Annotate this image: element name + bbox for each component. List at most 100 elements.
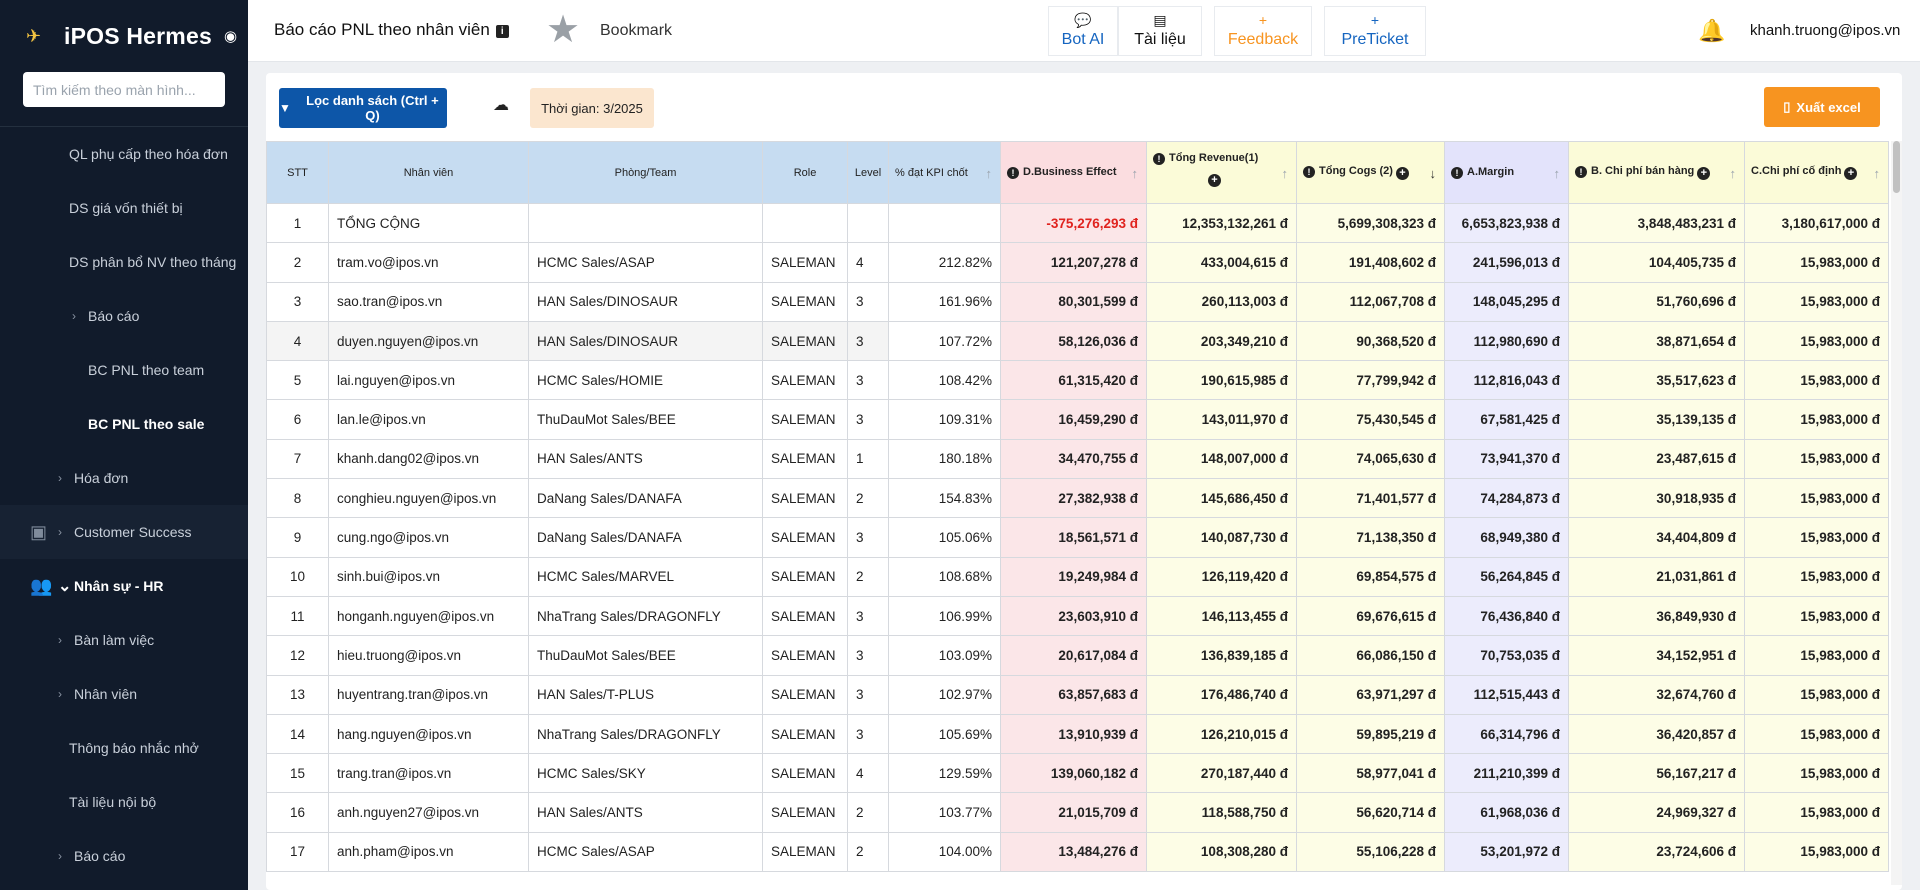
- table-row[interactable]: 10 sinh.bui@ipos.vn HCMC Sales/MARVEL SALEM…: [266, 556, 1889, 597]
- table-row[interactable]: 9 cung.ngo@ipos.vn DaNang Sales/DANAFA SALE…: [266, 517, 1889, 558]
- cell-employee: honganh.nguyen@ipos.vn: [328, 595, 529, 637]
- cell-selling-cost: 3,848,483,231 đ: [1568, 202, 1745, 244]
- col-header-revenue[interactable]: ! Tổng Revenue(1) + ↑: [1146, 141, 1297, 204]
- feedback-button[interactable]: + Feedback: [1214, 6, 1312, 56]
- table-row[interactable]: 12 hieu.truong@ipos.vn ThuDauMot Sales/BEE…: [266, 635, 1889, 676]
- export-excel-button[interactable]: ▯ Xuất excel: [1764, 87, 1880, 127]
- col-header-fixed-cost[interactable]: C.Chi phí cố định + ↑: [1744, 141, 1889, 204]
- cell-team: ThuDauMot Sales/BEE: [528, 399, 763, 440]
- brand[interactable]: ✈ iPOS Hermes ◉: [0, 0, 248, 72]
- target-icon[interactable]: ◉: [223, 28, 238, 45]
- sidebar-item[interactable]: › ▣ Customer Success: [0, 505, 248, 559]
- sidebar-item[interactable]: DS phân bổ NV theo tháng: [0, 235, 248, 289]
- col-header-cogs[interactable]: ! Tổng Cogs (2) + ↓: [1296, 141, 1445, 204]
- col-header-kpi[interactable]: % đạt KPI chốt ↑: [888, 141, 1001, 204]
- expand-plus-icon[interactable]: +: [1395, 167, 1409, 180]
- table-row[interactable]: 11 honganh.nguyen@ipos.vn NhaTrang Sales/D…: [266, 595, 1889, 637]
- col-header-business-effect[interactable]: ! D.Business Effect ↑: [1000, 141, 1147, 204]
- sort-down-icon[interactable]: ↓: [1429, 166, 1437, 181]
- sidebar-item[interactable]: › Báo cáo: [0, 829, 248, 883]
- sort-up-icon[interactable]: ↑: [1131, 166, 1139, 181]
- sort-up-icon[interactable]: ↑: [1553, 166, 1561, 181]
- chevron-right-icon[interactable]: ›: [58, 687, 62, 701]
- table-row[interactable]: 3 sao.tran@ipos.vn HAN Sales/DINOSAUR SALEM…: [266, 281, 1889, 322]
- info-icon[interactable]: !: [1575, 166, 1587, 178]
- cell-business-effect: 139,060,182 đ: [1000, 753, 1147, 794]
- chevron-right-icon[interactable]: ›: [58, 471, 62, 485]
- sidebar-item[interactable]: QL phụ cấp theo hóa đơn: [0, 127, 248, 181]
- cell-margin: 66,314,796 đ: [1444, 713, 1569, 755]
- sort-up-icon[interactable]: ↑: [1281, 166, 1289, 181]
- table-row[interactable]: 4 duyen.nguyen@ipos.vn HAN Sales/DINOSAUR S…: [266, 320, 1889, 362]
- col-header-margin[interactable]: ! A.Margin ↑: [1444, 141, 1569, 204]
- info-icon[interactable]: !: [1007, 167, 1019, 179]
- docs-button[interactable]: ▤ Tài liệu: [1118, 6, 1202, 56]
- chevron-right-icon[interactable]: ›: [72, 309, 76, 323]
- chevron-right-icon[interactable]: ›: [58, 525, 62, 539]
- sidebar-search-input[interactable]: [23, 72, 225, 107]
- star-icon[interactable]: ★: [546, 9, 581, 51]
- cloud-download-icon[interactable]: ☁: [493, 97, 509, 114]
- cell-stt: 5: [266, 360, 329, 401]
- time-badge[interactable]: Thời gian: 3/2025: [530, 88, 654, 128]
- info-icon[interactable]: !: [1153, 153, 1165, 165]
- table-row[interactable]: 6 lan.le@ipos.vn ThuDauMot Sales/BEE SALEMA…: [266, 399, 1889, 440]
- rocket-logo-icon: ✈: [26, 26, 42, 46]
- col-header-ccp-label: C.Chi phí cố định: [1751, 165, 1842, 177]
- scrollbar-thumb[interactable]: [1893, 141, 1900, 193]
- filter-button[interactable]: ▼ Lọc danh sách (Ctrl + Q): [279, 88, 447, 128]
- table-row[interactable]: 5 lai.nguyen@ipos.vn HCMC Sales/HOMIE SALEM…: [266, 360, 1889, 401]
- cell-margin: 112,816,043 đ: [1444, 360, 1569, 401]
- expand-plus-icon[interactable]: +: [1697, 167, 1711, 180]
- cell-level: 3: [847, 595, 889, 637]
- cell-fixed-cost: 15,983,000 đ: [1744, 713, 1889, 755]
- cell-role: SALEMAN: [762, 831, 848, 873]
- chevron-right-icon[interactable]: ›: [58, 633, 62, 647]
- expand-plus-icon[interactable]: +: [1844, 167, 1858, 180]
- sidebar-item[interactable]: BC PNL theo sale: [0, 397, 248, 451]
- sort-up-icon[interactable]: ↑: [1729, 166, 1737, 181]
- sidebar-item[interactable]: Tài liệu nội bộ: [0, 775, 248, 829]
- sidebar-item[interactable]: › Hóa đơn: [0, 451, 248, 505]
- cell-team: NhaTrang Sales/DRAGONFLY: [528, 595, 763, 637]
- table-row[interactable]: 13 huyentrang.tran@ipos.vn HAN Sales/T-PLU…: [266, 674, 1889, 715]
- table-row[interactable]: 15 trang.tran@ipos.vn HCMC Sales/SKY SALEMA…: [266, 753, 1889, 794]
- vertical-scrollbar[interactable]: [1891, 141, 1902, 885]
- sort-up-icon[interactable]: ↑: [985, 166, 993, 181]
- col-header-selling-cost[interactable]: ! B. Chi phí bán hàng + ↑: [1568, 141, 1745, 204]
- info-icon[interactable]: i: [495, 25, 509, 38]
- cell-selling-cost: 36,420,857 đ: [1568, 713, 1745, 755]
- page-title: Báo cáo PNL theo nhân viên i: [274, 20, 509, 40]
- cell-business-effect: -375,276,293 đ: [1000, 202, 1147, 244]
- cell-level: 2: [847, 556, 889, 597]
- expand-plus-icon[interactable]: +: [1208, 174, 1221, 187]
- sidebar-item[interactable]: BC PNL theo team: [0, 343, 248, 397]
- sidebar-item[interactable]: › Bàn làm việc: [0, 613, 248, 667]
- col-header-rev-label: Tổng Revenue(1): [1169, 152, 1259, 164]
- table-row[interactable]: 2 tram.vo@ipos.vn HCMC Sales/ASAP SALEMAN 4 2…: [266, 242, 1889, 283]
- table-row[interactable]: 7 khanh.dang02@ipos.vn HAN Sales/ANTS SALEM…: [266, 438, 1889, 480]
- cell-role: SALEMAN: [762, 517, 848, 558]
- bookmark-label[interactable]: Bookmark: [600, 22, 673, 39]
- sidebar-item[interactable]: DS giá vốn thiết bị: [0, 181, 248, 235]
- table-row[interactable]: 14 hang.nguyen@ipos.vn NhaTrang Sales/DRAG…: [266, 713, 1889, 755]
- sidebar-item[interactable]: ⌄ 👥 Nhân sự - HR: [0, 559, 248, 613]
- cell-margin: 241,596,013 đ: [1444, 242, 1569, 283]
- table-row[interactable]: 16 anh.nguyen27@ipos.vn HAN Sales/ANTS SALE…: [266, 792, 1889, 833]
- sidebar-item[interactable]: › Báo cáo: [0, 289, 248, 343]
- bell-icon[interactable]: 🔔: [1698, 18, 1726, 43]
- bot-ai-button[interactable]: 💬 Bot AI: [1048, 6, 1118, 56]
- table-row[interactable]: 8 conghieu.nguyen@ipos.vn DaNang Sales/DAN…: [266, 478, 1889, 519]
- info-icon[interactable]: !: [1303, 166, 1315, 178]
- cell-kpi: 108.42%: [888, 360, 1001, 401]
- table-total-row[interactable]: 1 TỔNG CỘNG -375,276,293 đ 12,353,132,261 đ…: [266, 202, 1889, 244]
- sidebar-item[interactable]: Thông báo nhắc nhở: [0, 721, 248, 775]
- info-icon[interactable]: !: [1451, 167, 1463, 179]
- sort-up-icon[interactable]: ↑: [1873, 166, 1881, 181]
- table-row[interactable]: 17 anh.pham@ipos.vn HCMC Sales/ASAP SALEMAN…: [266, 831, 1889, 873]
- preticket-button[interactable]: + PreTicket: [1324, 6, 1426, 56]
- user-email[interactable]: khanh.truong@ipos.vn: [1750, 22, 1901, 39]
- chevron-down-icon[interactable]: ⌄: [58, 578, 72, 595]
- chevron-right-icon[interactable]: ›: [58, 849, 62, 863]
- sidebar-item[interactable]: › Nhân viên: [0, 667, 248, 721]
